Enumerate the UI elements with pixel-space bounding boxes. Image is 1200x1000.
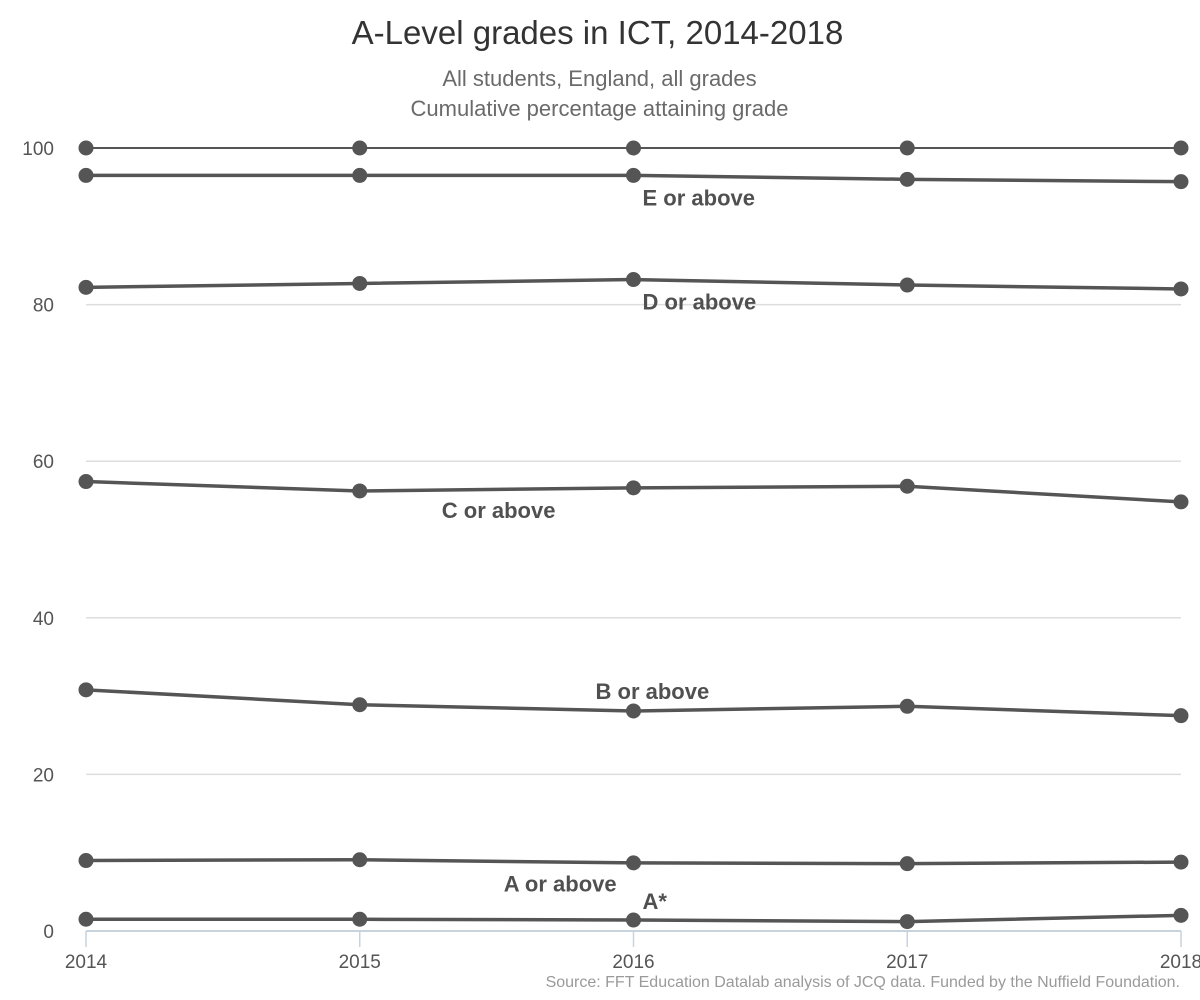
series-label-a-or-above: A or above — [504, 872, 617, 897]
data-point-e-or-above-2014 — [78, 167, 94, 183]
chart-subtitle-line-1: All students, England, all grades — [442, 66, 757, 91]
data-point-top-2015 — [352, 140, 368, 156]
y-tick-label-80: 80 — [33, 296, 54, 317]
data-point-a-or-above-2015 — [352, 852, 368, 868]
data-point-top-2017 — [899, 140, 915, 156]
y-tick-label-60: 60 — [33, 452, 54, 473]
chart-caption: Source: FFT Education Datalab analysis o… — [545, 974, 1180, 991]
data-point-top-2018 — [1173, 140, 1189, 156]
data-point-b-or-above-2015 — [352, 697, 368, 713]
data-point-e-or-above-2016 — [626, 167, 641, 183]
y-tick-label-0: 0 — [43, 922, 54, 943]
x-tick-label-2016: 2016 — [612, 952, 654, 973]
data-point-d-or-above-2014 — [78, 279, 94, 295]
x-tick-label-2018: 2018 — [1160, 952, 1200, 973]
data-point-top-2016 — [626, 140, 641, 156]
data-point-top-2014 — [78, 140, 94, 156]
data-point-c-or-above-2017 — [899, 478, 915, 494]
chart-title: A-Level grades in ICT, 2014-2018 — [351, 14, 844, 51]
data-point-d-or-above-2017 — [899, 277, 915, 293]
x-tick-label-2017: 2017 — [886, 952, 928, 973]
data-point-a-or-above-2016 — [626, 855, 641, 871]
data-point-a-or-above-2014 — [78, 853, 94, 869]
series-labels: E or above D or above C or above B or above… — [442, 185, 756, 914]
data-point-b-or-above-2014 — [78, 682, 94, 698]
data-point-c-or-above-2016 — [626, 480, 641, 496]
series-label-a: A* — [643, 889, 668, 914]
data-point-a-2016 — [626, 912, 641, 928]
data-point-a-or-above-2017 — [899, 856, 915, 872]
series-label-c-or-above: C or above — [442, 498, 556, 523]
data-point-a-or-above-2018 — [1173, 854, 1189, 870]
y-tick-label-40: 40 — [33, 609, 54, 630]
data-point-e-or-above-2017 — [899, 171, 915, 187]
chart-subtitle-line-2: Cumulative percentage attaining grade — [410, 96, 789, 121]
data-point-c-or-above-2018 — [1173, 494, 1189, 510]
data-point-d-or-above-2015 — [352, 275, 368, 291]
data-point-a-2018 — [1173, 907, 1189, 923]
data-point-e-or-above-2015 — [352, 167, 368, 183]
series-label-b-or-above: B or above — [596, 679, 710, 704]
data-point-b-or-above-2017 — [899, 698, 915, 714]
x-tick-label-2014: 2014 — [65, 952, 108, 973]
data-point-d-or-above-2016 — [626, 272, 641, 288]
y-tick-label-100: 100 — [22, 139, 54, 160]
data-point-b-or-above-2018 — [1173, 708, 1189, 724]
axes: 0 20 40 60 80 100 2014 2015 2016 2017 2018 — [22, 139, 1200, 973]
data-point-a-2014 — [78, 911, 94, 927]
y-tick-label-20: 20 — [33, 765, 54, 786]
data-point-e-or-above-2018 — [1173, 174, 1189, 190]
series-label-d-or-above: D or above — [643, 290, 757, 315]
series-label-e-or-above: E or above — [643, 185, 755, 210]
data-point-c-or-above-2015 — [352, 483, 368, 499]
data-point-d-or-above-2018 — [1173, 281, 1189, 297]
data-point-a-2017 — [899, 914, 915, 930]
x-tick-label-2015: 2015 — [339, 952, 381, 973]
series-lines — [78, 140, 1189, 930]
data-point-c-or-above-2014 — [78, 474, 94, 490]
data-point-a-2015 — [352, 911, 368, 927]
data-point-b-or-above-2016 — [626, 703, 641, 719]
